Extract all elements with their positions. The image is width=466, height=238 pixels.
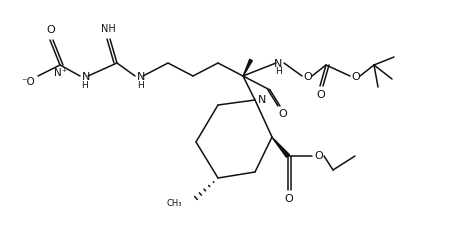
Text: O: O (47, 25, 55, 35)
Text: N: N (274, 59, 282, 69)
Text: ⁻O: ⁻O (21, 77, 35, 87)
Text: O: O (285, 194, 294, 204)
Text: H: H (82, 80, 89, 89)
Text: N: N (258, 95, 266, 105)
Text: N: N (82, 72, 90, 82)
Text: NH: NH (101, 24, 116, 34)
Text: O: O (279, 109, 288, 119)
Text: O: O (315, 151, 323, 161)
Text: CH₃: CH₃ (166, 199, 182, 208)
Text: O: O (352, 72, 360, 82)
Text: N⁺: N⁺ (55, 68, 68, 78)
Text: O: O (316, 90, 325, 100)
Text: H: H (137, 80, 144, 89)
Text: O: O (304, 72, 312, 82)
Polygon shape (243, 59, 253, 76)
Text: H: H (275, 68, 282, 76)
Text: N: N (137, 72, 145, 82)
Polygon shape (272, 137, 289, 157)
